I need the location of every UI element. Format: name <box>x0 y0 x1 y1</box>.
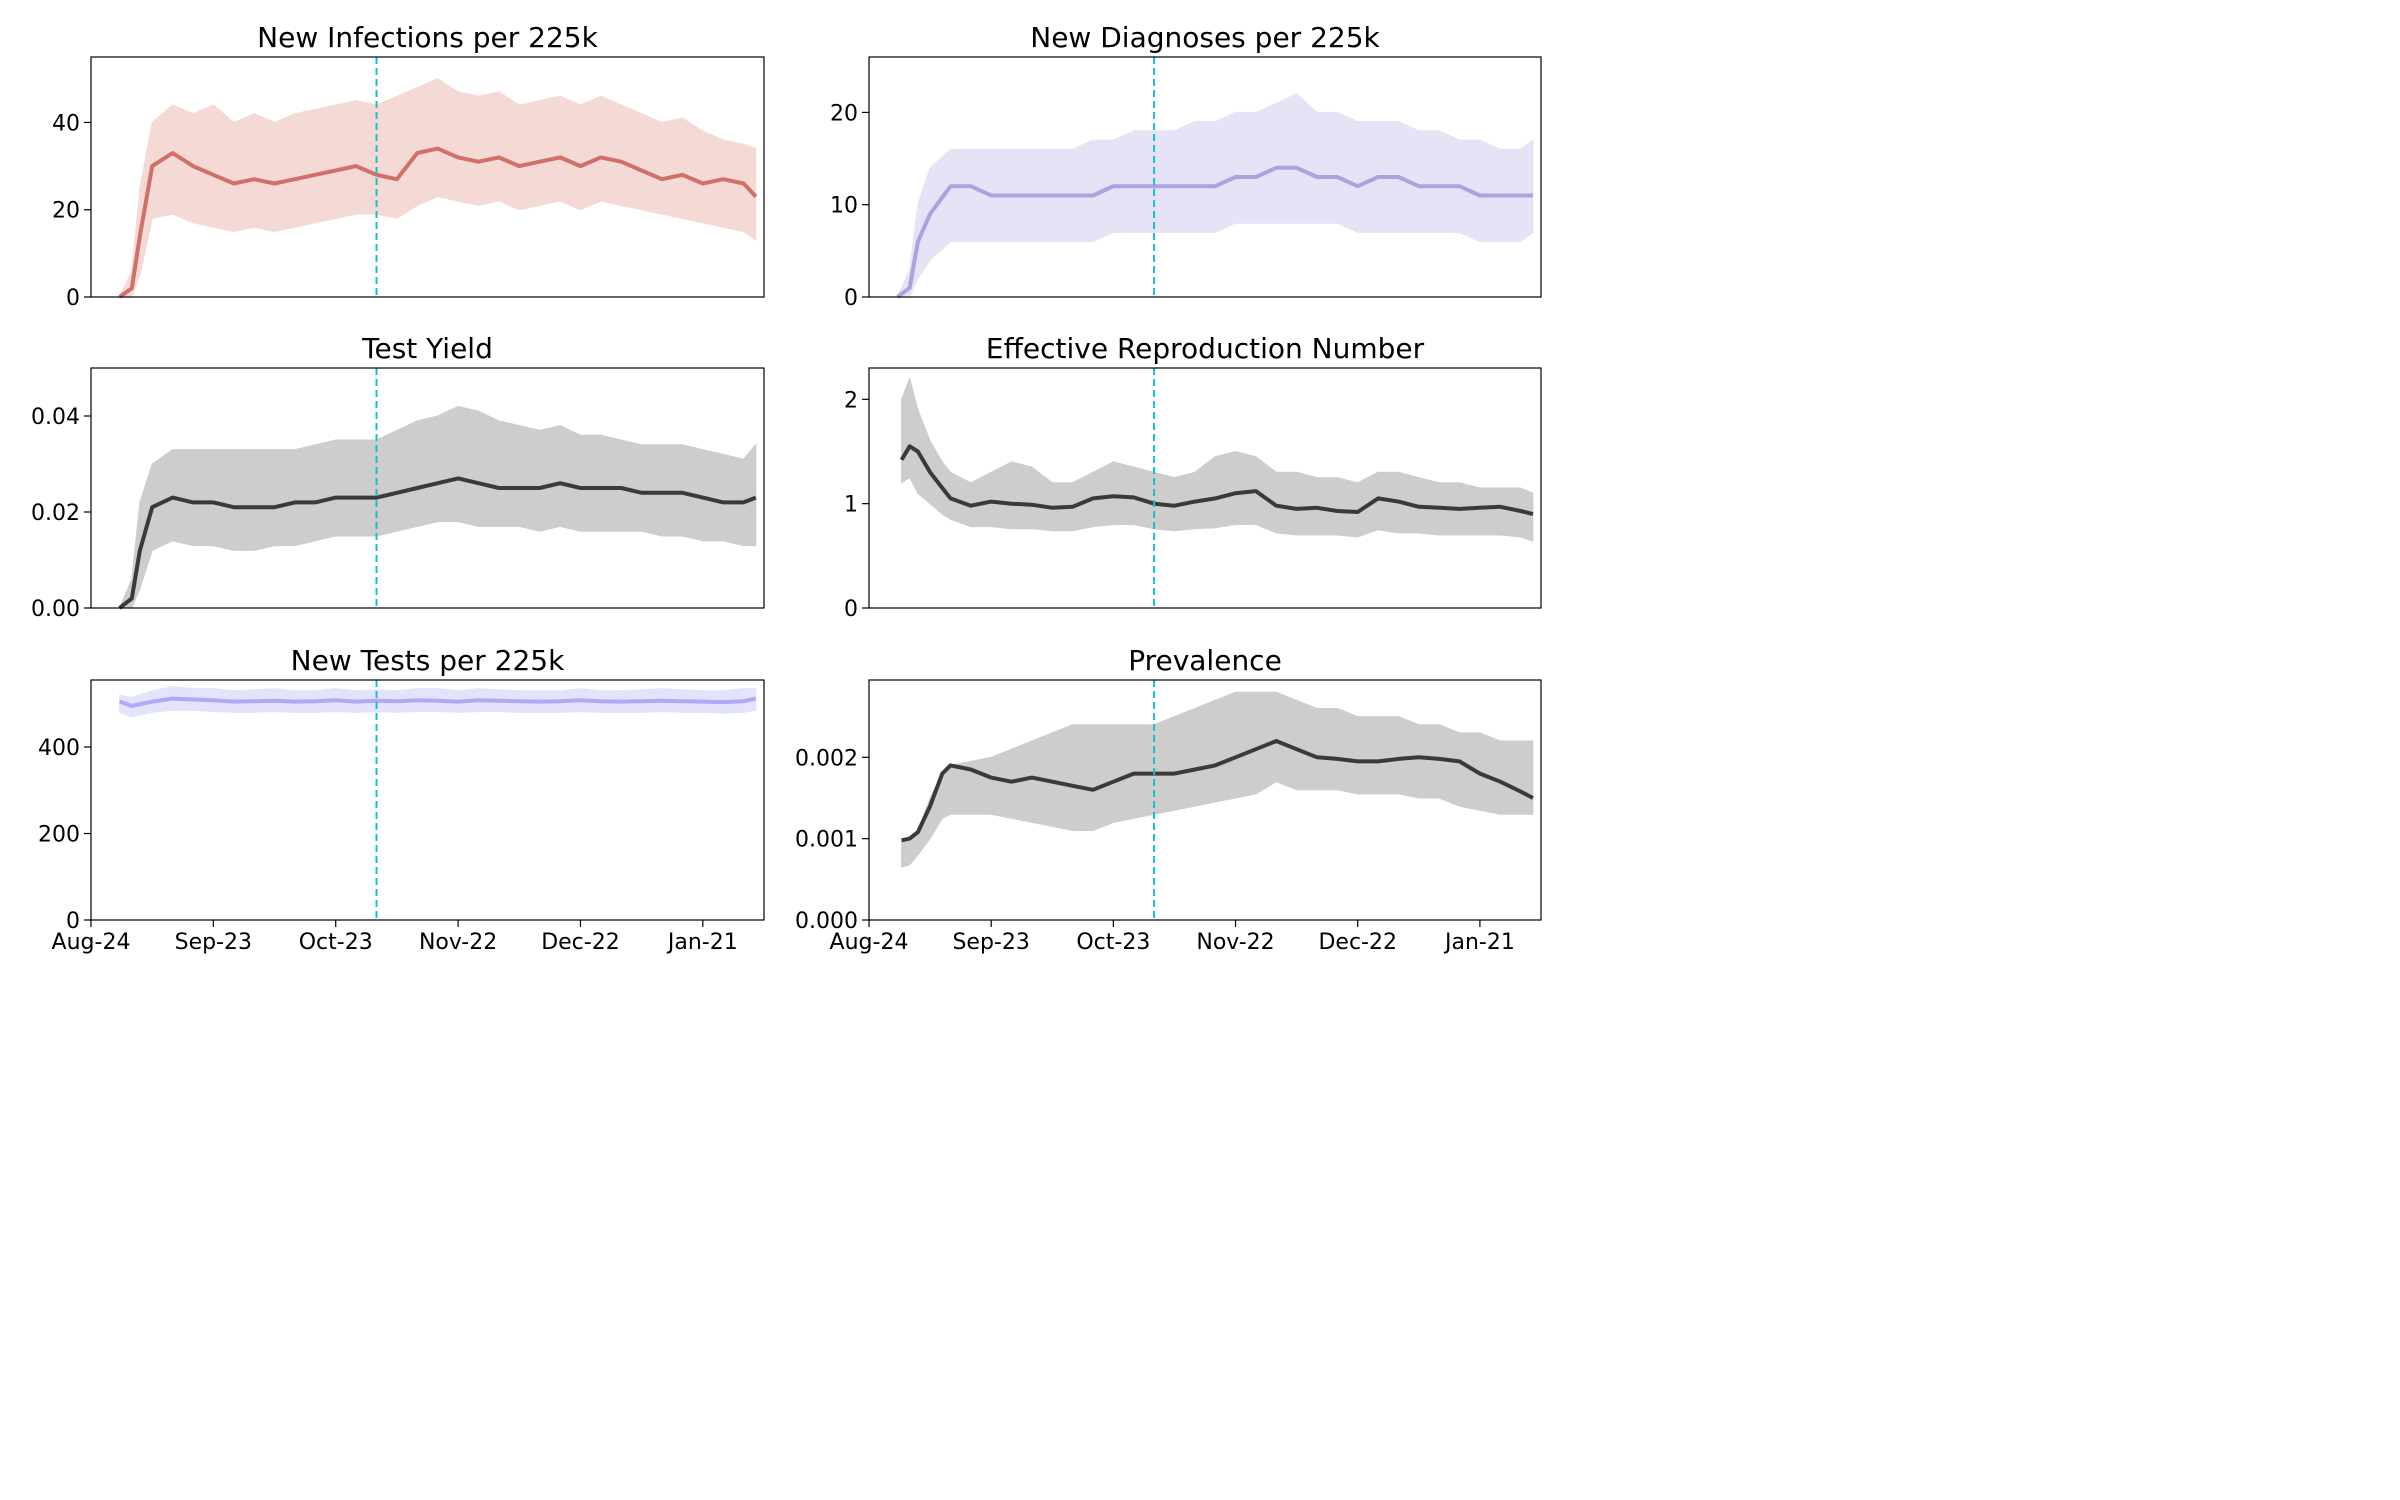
y-tick-label: 0.002 <box>795 746 858 771</box>
y-tick-label: 20 <box>52 199 80 224</box>
y-tick-label: 200 <box>38 823 80 848</box>
median-line <box>118 476 757 610</box>
chart-panel-3: Test Yield 0.00 0.02 0.04 <box>31 332 765 622</box>
y-tick-label: 400 <box>38 736 80 761</box>
chart-title: Test Yield <box>361 332 493 365</box>
chart-title: New Tests per 225k <box>291 644 565 677</box>
y-tick-label: 0 <box>844 286 858 311</box>
uncertainty-band <box>896 93 1534 298</box>
x-tick-label: Jan-21 <box>1443 930 1515 955</box>
y-tick-label: 40 <box>52 111 80 136</box>
axes-frame <box>868 679 1542 921</box>
y-tick-label: 10 <box>830 194 858 219</box>
median-line <box>899 444 1534 517</box>
x-tick-label: Nov-22 <box>419 930 497 955</box>
x-tick-label: Dec-22 <box>541 930 620 955</box>
x-tick-label: Aug-24 <box>52 930 131 955</box>
x-tick-label: Jan-21 <box>666 930 738 955</box>
median-line <box>118 696 757 708</box>
median-line <box>901 739 1534 843</box>
uncertainty-band <box>118 78 757 298</box>
y-tick-label: 0 <box>66 286 80 311</box>
median-line <box>118 146 758 299</box>
y-tick-label: 20 <box>830 101 858 126</box>
y-tick-label: 0.04 <box>31 405 80 430</box>
y-tick-label: 0.02 <box>31 501 80 526</box>
chart-panel-4: Effective Reproduction Number 0 1 2 <box>844 332 1542 622</box>
chart-title: New Infections per 225k <box>257 21 598 54</box>
chart-panel-6: Prevalence 0.000 0.001 0.002 Aug-24 Sep-23 Oct… <box>795 644 1542 955</box>
y-tick-label: 0.000 <box>795 909 858 934</box>
chart-panel-2: New Diagnoses per 225k 0 10 20 <box>830 21 1542 311</box>
axes-frame <box>868 367 1542 609</box>
x-tick-label: Nov-22 <box>1196 930 1274 955</box>
y-tick-label: 0 <box>844 597 858 622</box>
x-tick-label: Oct-23 <box>1076 930 1150 955</box>
axes-frame <box>90 56 765 298</box>
y-tick-label: 2 <box>844 388 858 413</box>
uncertainty-band <box>118 405 757 609</box>
chart-panel-5: New Tests per 225k 0 200 400 Aug-24 Sep-23 Oct… <box>38 644 765 955</box>
uncertainty-band <box>901 376 1534 542</box>
x-tick-label: Sep-23 <box>175 930 252 955</box>
chart-title: Effective Reproduction Number <box>986 332 1425 365</box>
y-tick-label: 0.00 <box>31 597 80 622</box>
uncertainty-band <box>901 691 1534 868</box>
x-tick-label: Oct-23 <box>299 930 373 955</box>
chart-title: Prevalence <box>1128 644 1282 677</box>
axes-frame <box>90 367 765 609</box>
x-tick-label: Dec-22 <box>1318 930 1397 955</box>
y-tick-label: 1 <box>844 493 858 518</box>
median-line <box>896 165 1533 299</box>
chart-title: New Diagnoses per 225k <box>1030 21 1380 54</box>
x-tick-label: Aug-24 <box>830 930 909 955</box>
axes-frame <box>90 679 765 921</box>
chart-panel-1: New Infections per 225k 0 20 40 <box>52 21 765 311</box>
x-tick-label: Sep-23 <box>952 930 1029 955</box>
axes-frame <box>868 56 1542 298</box>
y-tick-label: 0.001 <box>795 828 858 853</box>
y-tick-label: 0 <box>66 909 80 934</box>
